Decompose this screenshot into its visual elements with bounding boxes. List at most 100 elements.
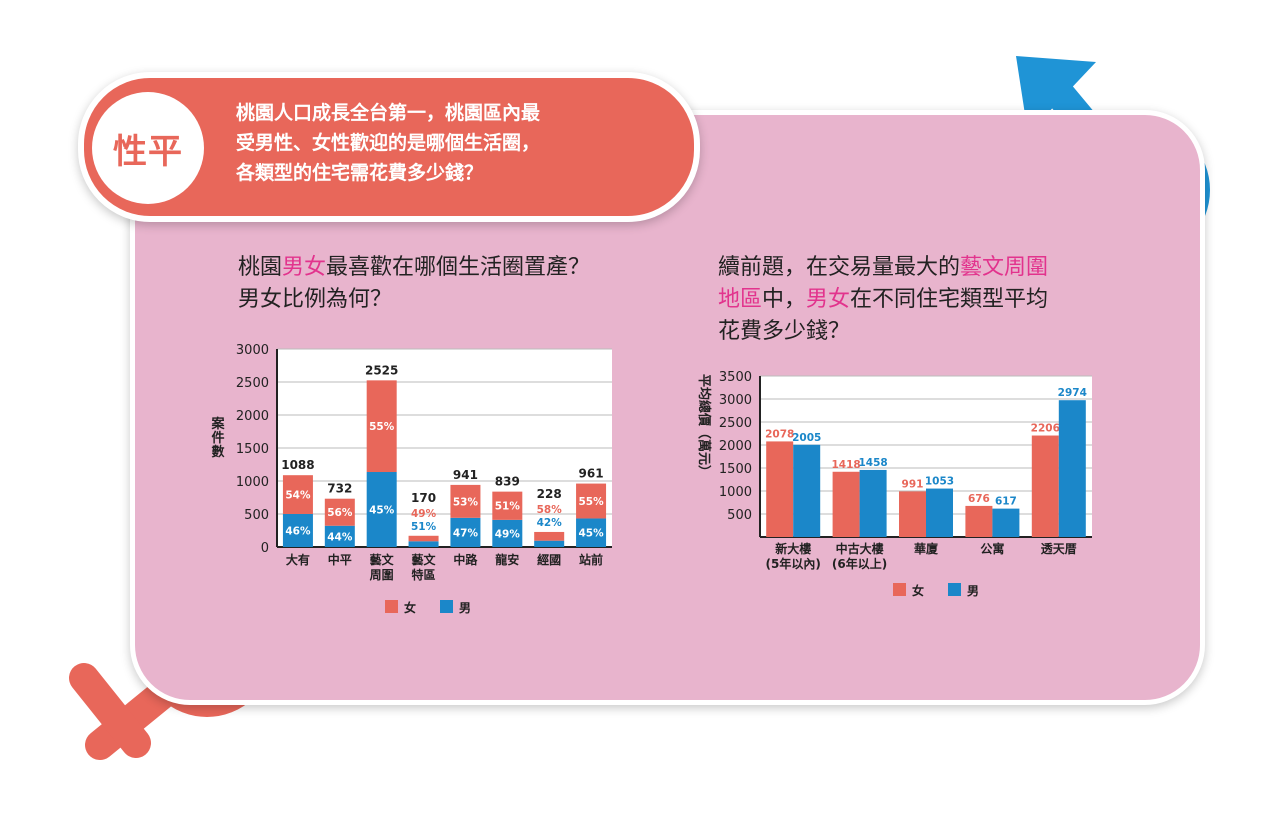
value-label-female: 991 (902, 478, 924, 490)
left-question: 桃園男女最喜歡在哪個生活圈置產？ 男女比例為何？ (238, 252, 590, 316)
female-pct-label: 54% (285, 490, 311, 502)
male-pct-label: 45% (369, 505, 395, 517)
category-label: 新大樓 (775, 541, 811, 556)
category-label: (5年以內) (766, 556, 821, 571)
total-label: 732 (327, 482, 352, 496)
total-label: 839 (495, 475, 520, 489)
legend-swatch-female (893, 583, 906, 596)
category-label: 大有 (286, 552, 310, 567)
female-pct-label: 51% (495, 501, 521, 513)
category-label: (6年以上) (832, 556, 887, 571)
bar-female (1031, 435, 1059, 537)
category-label: 中路 (453, 552, 478, 567)
value-label-female: 2078 (765, 428, 794, 440)
bar-female (366, 380, 397, 473)
female-pct-label: 58% (537, 504, 563, 516)
y-tick-label: 2500 (236, 376, 269, 391)
male-pct-label: 44% (327, 531, 353, 543)
value-label-male: 1458 (858, 457, 887, 469)
female-pct-label: 56% (327, 507, 353, 519)
bar-female (282, 475, 313, 514)
legend-swatch-male (440, 600, 453, 613)
bar-male (1058, 400, 1086, 537)
total-label: 1088 (281, 458, 314, 472)
male-pct-label: 47% (453, 527, 479, 539)
legend-label-male: 男 (967, 584, 979, 598)
category-label: 周圍 (370, 567, 394, 582)
y-tick-label: 500 (727, 508, 752, 523)
bar-male (859, 469, 887, 537)
bar-female (492, 491, 523, 520)
y-tick-label: 2000 (719, 439, 752, 454)
left-q-highlight: 男女 (282, 255, 327, 280)
bar-female (766, 441, 794, 537)
category-label: 中平 (328, 552, 352, 567)
left-q-line-2: 男女比例為何？ (238, 287, 393, 312)
value-label-male: 2974 (1058, 387, 1087, 399)
right-q-line-3: 花費多少錢？ (718, 319, 851, 344)
female-pct-label: 53% (453, 496, 479, 508)
value-label-female: 1418 (831, 459, 860, 471)
bar-male (534, 540, 565, 547)
right-q-text: 續前題，在交易量最大的 (718, 255, 961, 280)
female-pct-label: 55% (578, 496, 604, 508)
right-q-text: 中， (762, 287, 807, 312)
category-label: 公寓 (980, 541, 1004, 556)
female-pct-label: 49% (411, 508, 437, 520)
female-pct-label: 55% (369, 421, 395, 433)
male-pct-label: 45% (578, 528, 604, 540)
y-axis-label: 平均總價（萬元） (696, 374, 712, 478)
total-label: 961 (579, 467, 604, 481)
bar-female (576, 483, 607, 519)
header-line-1: 桃園人口成長全台第一，桃園區內最 (236, 102, 541, 124)
bar-male (992, 508, 1020, 537)
category-label: 藝文 (412, 552, 437, 567)
value-label-male: 1053 (925, 476, 954, 488)
male-pct-label: 51% (411, 521, 437, 533)
bar-female (408, 535, 439, 542)
y-axis-label: 件 (211, 430, 224, 446)
male-pct-label: 42% (537, 517, 563, 529)
right-q-highlight: 地區 (718, 287, 763, 312)
male-pct-label: 46% (285, 525, 311, 537)
category-label: 藝文 (370, 552, 395, 567)
y-axis-label: 案 (210, 416, 225, 432)
y-tick-label: 3000 (236, 343, 269, 358)
y-tick-label: 1000 (719, 485, 752, 500)
bar-female (534, 531, 565, 541)
value-label-female: 676 (968, 493, 990, 505)
y-axis-label: 數 (211, 444, 224, 460)
total-label: 941 (453, 468, 478, 482)
value-label-male: 2005 (792, 432, 821, 444)
left-q-text: 最喜歡在哪個生活圈置產？ (326, 255, 591, 280)
y-tick-label: 0 (261, 541, 269, 556)
header-line-3: 各類型的住宅需花費多少錢？ (236, 162, 484, 184)
topic-badge: 性平 (92, 92, 204, 204)
category-label: 華廈 (914, 541, 938, 556)
header-line-2: 受男性、女性歡迎的是哪個生活圈， (236, 132, 541, 154)
bar-female (450, 484, 481, 518)
category-label: 龍安 (495, 552, 519, 567)
bar-male (793, 444, 821, 537)
legend-label-male: 男 (459, 601, 471, 615)
category-label: 站前 (579, 552, 603, 567)
bar-male (450, 517, 481, 547)
y-tick-label: 2000 (236, 409, 269, 424)
category-label: 特區 (412, 567, 436, 582)
bar-female (965, 505, 993, 537)
category-label: 透天厝 (1041, 542, 1077, 556)
category-label: 中古大樓 (836, 541, 884, 556)
bar-male (492, 519, 523, 547)
total-label: 2525 (365, 363, 398, 377)
bar-male (576, 518, 607, 547)
y-tick-label: 1000 (236, 475, 269, 490)
right-q-highlight: 藝文周圍 (960, 255, 1049, 280)
y-tick-label: 3000 (719, 393, 752, 408)
legend-swatch-female (385, 600, 398, 613)
legend-label-female: 女 (404, 600, 416, 615)
bar-female (324, 498, 355, 526)
bar-male (366, 472, 397, 547)
left-q-text: 桃園 (238, 255, 283, 280)
